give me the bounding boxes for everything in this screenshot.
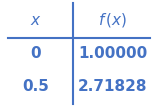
Text: 1.00000: 1.00000 bbox=[78, 46, 147, 61]
Text: $f\,(x)$: $f\,(x)$ bbox=[98, 11, 128, 29]
Text: 0: 0 bbox=[30, 46, 41, 61]
Text: 2.71828: 2.71828 bbox=[78, 79, 148, 94]
Text: 0.5: 0.5 bbox=[22, 79, 49, 94]
Text: $x$: $x$ bbox=[30, 13, 41, 28]
